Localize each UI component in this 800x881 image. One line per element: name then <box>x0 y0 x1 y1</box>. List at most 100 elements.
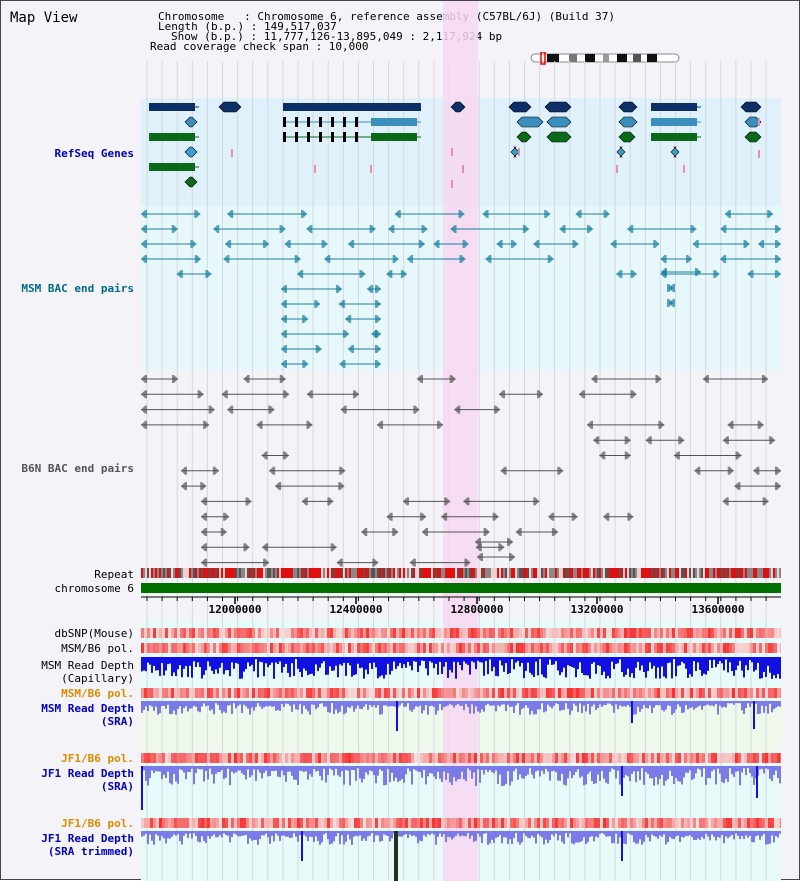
polymorphism-cell <box>498 643 501 653</box>
read-depth-bar <box>159 766 161 772</box>
read-depth-bar <box>765 657 767 677</box>
track-label-refseq[interactable]: RefSeq Genes <box>54 147 134 160</box>
msm-bac-pair <box>485 255 492 263</box>
read-depth-bar <box>413 766 415 770</box>
read-depth-bar <box>435 657 437 664</box>
read-depth-bar <box>663 766 665 786</box>
polymorphism-cell <box>744 643 747 653</box>
b6n-bac-pair <box>339 466 346 475</box>
read-depth-bar <box>347 766 349 771</box>
track-label-msm-depth-cap[interactable]: MSM Read Depth <box>41 659 134 672</box>
repeat-segment <box>261 568 263 578</box>
msm-bac-pair <box>747 270 754 278</box>
repeat-segment <box>623 568 625 578</box>
read-depth-bar <box>169 831 171 839</box>
msm-bac-pair <box>421 225 428 233</box>
read-depth-bar <box>159 831 161 841</box>
read-depth-bar <box>547 766 549 772</box>
track-label-jf1-depth-sra[interactable]: JF1 Read Depth <box>41 767 134 780</box>
polymorphism-cell <box>483 753 486 763</box>
read-depth-bar <box>155 766 157 772</box>
repeat-segment <box>465 568 467 578</box>
track-label-msm-depth-sra[interactable]: MSM Read Depth <box>41 702 134 715</box>
track-label-b6n-bac[interactable]: B6N BAC end pairs <box>21 462 134 475</box>
read-depth-bar <box>775 831 777 837</box>
polymorphism-cell <box>492 643 495 653</box>
read-depth-bar <box>231 657 233 663</box>
polymorphism-cell <box>708 753 711 763</box>
genome-view-canvas[interactable] <box>141 1 781 881</box>
read-depth-bar <box>479 766 481 783</box>
polymorphism-cell <box>723 628 726 638</box>
polymorphism-cell <box>432 753 435 763</box>
msm-bac-pair <box>281 315 287 323</box>
read-depth-bar <box>233 701 235 704</box>
genome-view[interactable]: 12000000 12400000 12800000 13200000 1360… <box>141 1 781 881</box>
read-depth-bar <box>187 766 189 772</box>
track-label-msm-b6-pol-1[interactable]: MSM/B6 pol. <box>61 642 134 655</box>
track-label-repeat[interactable]: Repeat <box>94 568 134 581</box>
polymorphism-cell <box>402 688 405 698</box>
repeat-segment <box>713 568 715 578</box>
coverage-span-info: Read coverage check span : 10,000 <box>150 40 369 53</box>
polymorphism-cell <box>351 818 354 828</box>
read-depth-bar <box>157 831 159 836</box>
polymorphism-cell <box>486 643 489 653</box>
msm-bac-pair <box>359 270 366 278</box>
chromosome-ideogram[interactable] <box>529 52 684 66</box>
track-label-msm-bac[interactable]: MSM BAC end pairs <box>21 282 134 295</box>
polymorphism-cell <box>513 818 516 828</box>
b6n-bac-pair <box>275 482 282 491</box>
track-label-jf1-depth-trim[interactable]: JF1 Read Depth <box>41 832 134 845</box>
polymorphism-cell <box>480 628 483 638</box>
polymorphism-cell <box>672 818 675 828</box>
polymorphism-cell <box>438 643 441 653</box>
polymorphism-cell <box>282 643 285 653</box>
read-depth-bar <box>735 766 737 772</box>
read-depth-bar <box>609 766 611 772</box>
repeat-segment <box>461 568 463 578</box>
repeat-segment <box>645 568 647 578</box>
read-depth-bar <box>339 766 341 777</box>
read-depth-bar <box>267 766 269 777</box>
snp-mark <box>758 118 760 126</box>
polymorphism-cell <box>780 628 781 638</box>
track-label-jf1-b6-pol-2[interactable]: JF1/B6 pol. <box>61 817 134 830</box>
polymorphism-cell <box>750 643 753 653</box>
read-depth-bar <box>523 657 525 679</box>
polymorphism-cell <box>453 818 456 828</box>
read-depth-bar <box>527 766 529 775</box>
read-depth-bar <box>283 701 285 707</box>
polymorphism-cell <box>525 628 528 638</box>
track-label-msm-b6-pol-2[interactable]: MSM/B6 pol. <box>61 687 134 700</box>
polymorphism-cell <box>528 643 531 653</box>
polymorphism-cell <box>627 643 630 653</box>
read-depth-bar <box>259 657 261 662</box>
repeat-segment <box>431 568 433 578</box>
read-depth-bar <box>637 831 639 844</box>
polymorphism-cell <box>777 818 780 828</box>
read-depth-bar <box>359 701 361 709</box>
read-depth-bar <box>497 701 499 706</box>
msm-bac-pair <box>775 255 781 263</box>
repeat-segment <box>745 568 747 578</box>
polymorphism-cell <box>552 753 555 763</box>
polymorphism-cell <box>753 688 756 698</box>
repeat-segment <box>153 568 155 578</box>
read-depth-bar <box>333 657 335 671</box>
track-label-dbsnp[interactable]: dbSNP(Mouse) <box>54 627 134 640</box>
msm-bac-pair <box>510 240 517 248</box>
track-label-jf1-b6-pol-1[interactable]: JF1/B6 pol. <box>61 752 134 765</box>
msm-bac-pair <box>338 300 345 308</box>
polymorphism-cell <box>303 628 306 638</box>
read-depth-bar <box>617 657 619 664</box>
polymorphism-cell <box>642 643 645 653</box>
read-depth-bar <box>249 766 251 778</box>
repeat-segment <box>377 568 379 578</box>
polymorphism-cell <box>624 753 627 763</box>
read-depth-bar <box>675 701 677 710</box>
read-depth-bar <box>383 657 385 679</box>
read-depth-bar <box>395 657 397 669</box>
read-depth-bar <box>503 701 505 705</box>
polymorphism-cell <box>207 688 210 698</box>
